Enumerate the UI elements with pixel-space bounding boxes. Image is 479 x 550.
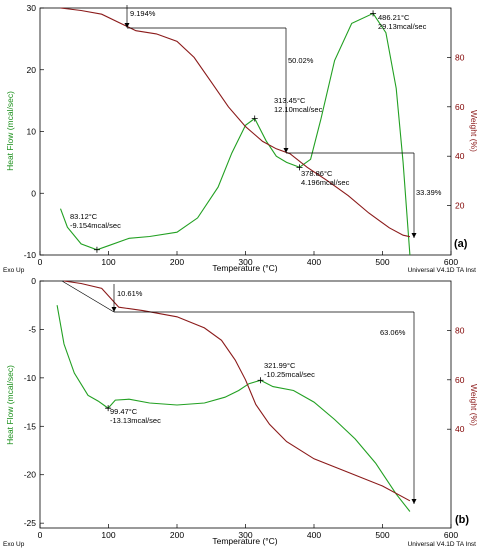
panel-a-label: (a) [454,238,468,250]
panel-a-xlabel: Temperature (°C) [212,263,277,273]
panel-b-xtick-label: 300 [238,530,252,540]
panel-a-peak-marker [251,115,258,122]
panel-b-ytick-right-label: 80 [455,325,465,335]
peak-label-a2-temp: 313.45°C [274,96,306,105]
arrow-a3 [411,233,417,238]
panel-a-ytick-right-label: 20 [455,201,465,211]
panel-a-peak-marker [370,10,377,17]
panel-a-heat-flow-line [59,12,411,256]
panel-b-peak-marker [105,405,112,412]
pct-label-b2: 63.06% [380,328,406,337]
panel-b-xlabel: Temperature (°C) [212,536,277,546]
peak-label-a3-value: 4.196mcal/sec [301,178,350,187]
panel-a-xtick-label: 0 [38,257,43,267]
panel-b-xtick-label: 200 [170,530,184,540]
panel-b-peak-marker [257,377,264,384]
panel-b-xtick-label: 100 [101,530,115,540]
panel-b-ytick-left-label: -15 [24,421,37,431]
peak-label-b2-temp: 321.99°C [264,361,296,370]
peak-label-b1-temp: 99.47°C [110,407,138,416]
panel-b-xtick-label: 0 [38,530,43,540]
panel-b: 0 100 200 300 400 500 600 -25 -20 -15 -10 -5 0 40 60 80… [3,276,479,548]
panel-b-heat-flow-line [56,305,411,512]
panel-a-weight-step-markers [126,5,415,238]
panel-b-ytick-left-label: 0 [31,276,36,286]
panel-b-ticks: 0 100 200 300 400 500 600 -25 -20 -15 -10 -5 0 40 60 80 [24,276,465,540]
panel-a-xtick-label: 600 [444,257,458,267]
panel-a-series [59,7,411,256]
panel-b-arrowheads [111,307,417,504]
panel-b-xtick-label: 600 [444,530,458,540]
peak-label-a1-value: -9.154mcal/sec [70,221,121,230]
arrow-a2 [283,148,289,153]
panel-a-ytick-right-label: 40 [455,151,465,161]
panel-a-arrowheads [124,23,417,238]
panel-b-footer-right: Universal V4.1D TA Inst [408,541,477,548]
panel-b-weight-line [63,280,411,502]
panel-a-ytick-left-label: 30 [27,3,37,13]
panel-a-ytick-left-label: 10 [27,127,37,137]
panel-a-peak-marker [296,164,303,171]
panel-a-xtick-label: 300 [238,257,252,267]
panel-b-ytick-left-label: -5 [28,324,36,334]
peak-label-a4-value: 29.13mcal/sec [378,22,427,31]
panel-a-ytick-left-label: -10 [24,250,37,260]
step-b1-diag [61,280,115,313]
panel-a-ytick-left-label: 20 [27,65,37,75]
peak-label-b2-value: -10.25mcal/sec [264,370,315,379]
panel-b-series [56,280,411,512]
peak-label-a2-value: 12.10mcal/sec [274,105,323,114]
panel-a-xtick-label: 500 [375,257,389,267]
pct-label-a3: 33.39% [416,188,442,197]
peak-label-a4-temp: 486.21°C [378,13,410,22]
panel-a-ylabel-left: Heat Flow (mcal/sec) [5,91,15,171]
panel-b-xtick-label: 500 [375,530,389,540]
panel-b-weight-step-markers [61,280,415,504]
panel-b-plot-frame [39,280,452,529]
panel-a-peak-marker [93,246,100,253]
panel-a-footer-left: Exo Up [3,267,25,274]
panel-b-label: (b) [455,514,469,526]
pct-label-b1: 10.61% [117,289,143,298]
panel-b-ytick-right-label: 60 [455,375,465,385]
panel-b-ylabel-left: Heat Flow (mcal/sec) [5,365,15,445]
arrow-a1 [124,23,130,28]
panel-b-ylabel-right: Weight (%) [469,384,479,426]
peak-label-a1-temp: 83.12°C [70,212,98,221]
panel-b-ytick-right-label: 40 [455,424,465,434]
panel-a-xtick-label: 400 [307,257,321,267]
arrow-b1 [111,307,117,312]
panel-a-plot-frame [39,7,452,256]
panel-a-ytick-left-label: 0 [31,188,36,198]
arrow-b2 [411,499,417,504]
peak-label-b1-value: -13.13mcal/sec [110,416,161,425]
pct-label-a1: 9.194% [130,9,156,18]
panel-b-ytick-left-label: -25 [24,518,37,528]
panel-a-ylabel-right: Weight (%) [469,110,479,152]
panel-b-ytick-left-label: -10 [24,373,37,383]
panel-a-xtick-label: 100 [101,257,115,267]
panel-b-ytick-left-label: -20 [24,470,37,480]
panel-b-xtick-label: 400 [307,530,321,540]
pct-label-a2: 50.02% [288,56,314,65]
panel-a-xtick-label: 200 [170,257,184,267]
panel-b-footer-left: Exo Up [3,541,25,548]
panel-a-ytick-right-label: 80 [455,52,465,62]
peak-label-a3-temp: 378.86°C [301,169,333,178]
panel-a-ytick-right-label: 60 [455,102,465,112]
panel-a-weight-line [60,7,411,238]
panel-a-footer-right: Universal V4.1D TA Inst [408,267,477,274]
